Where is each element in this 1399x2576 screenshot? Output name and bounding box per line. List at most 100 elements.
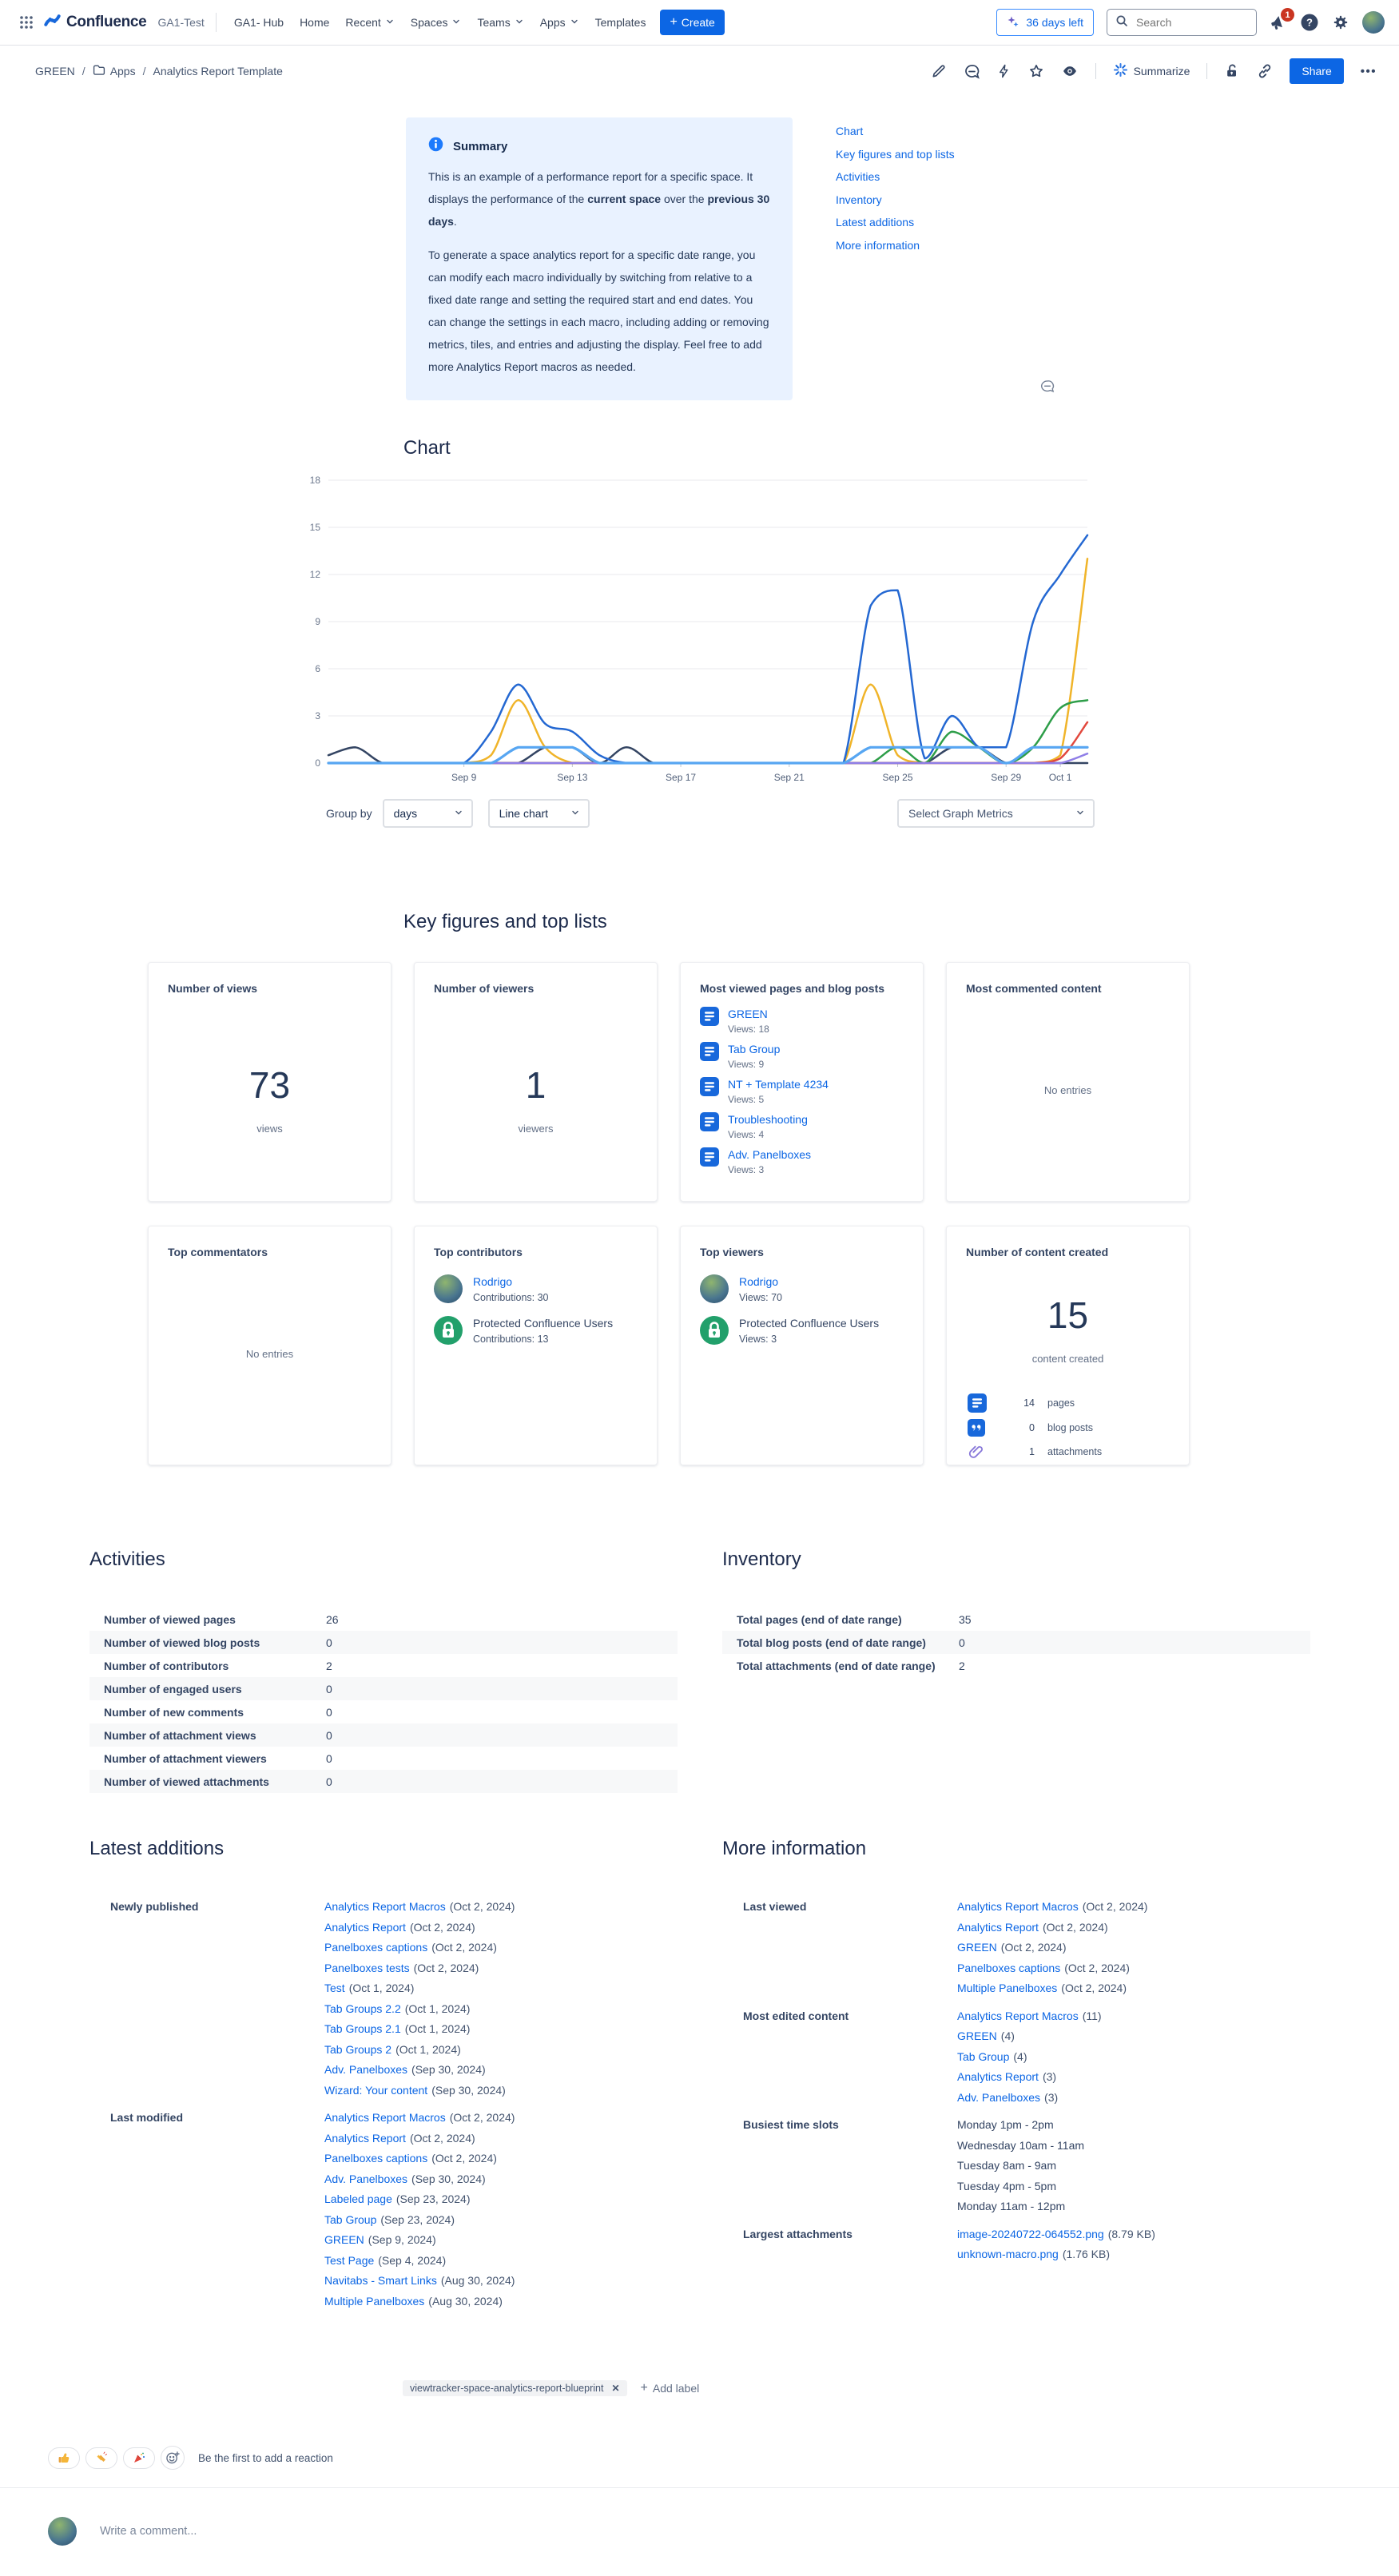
search-input[interactable] bbox=[1135, 15, 1248, 30]
views-count-label: Views: 18 bbox=[728, 1024, 769, 1035]
content-link[interactable]: Adv. Panelboxes bbox=[324, 2172, 408, 2185]
edit-pencil-icon[interactable] bbox=[931, 63, 947, 79]
watch-eye-icon[interactable] bbox=[1061, 63, 1079, 79]
add-label-button[interactable]: + Add label bbox=[641, 2381, 700, 2395]
content-link[interactable]: Troubleshooting bbox=[728, 1113, 808, 1126]
content-link[interactable]: Tab Group bbox=[324, 2212, 377, 2226]
breadcrumb-item[interactable]: GREEN bbox=[35, 65, 75, 78]
label-chip-text: viewtracker-space-analytics-report-bluep… bbox=[410, 2383, 604, 2394]
content-link[interactable]: image-20240722-064552.png bbox=[957, 2227, 1104, 2240]
content-link[interactable]: Tab Group bbox=[957, 2049, 1010, 2063]
most-viewed-item: Adv. Panelboxes Views: 3 bbox=[700, 1147, 904, 1175]
comment-input[interactable] bbox=[98, 2524, 658, 2538]
toc-link-chart[interactable]: Chart bbox=[836, 125, 864, 137]
chart-type-select[interactable]: Line chart bbox=[487, 799, 590, 828]
content-link[interactable]: Panelboxes captions bbox=[324, 1941, 428, 1954]
app-switcher-icon[interactable] bbox=[14, 10, 38, 34]
party-reaction-button[interactable] bbox=[123, 2447, 155, 2469]
summarize-button[interactable]: Summarize bbox=[1113, 62, 1190, 80]
share-button[interactable]: Share bbox=[1290, 58, 1344, 84]
content-link[interactable]: Analytics Report bbox=[957, 1920, 1039, 1934]
inline-comment-icon[interactable] bbox=[1039, 379, 1055, 399]
content-link[interactable]: GREEN bbox=[957, 1941, 997, 1954]
content-link[interactable]: Analytics Report bbox=[324, 2131, 406, 2145]
content-link[interactable]: Adv. Panelboxes bbox=[728, 1148, 812, 1161]
label-chip[interactable]: viewtracker-space-analytics-report-bluep… bbox=[403, 2380, 627, 2396]
comment-icon[interactable] bbox=[964, 63, 980, 80]
content-link[interactable]: Analytics Report bbox=[324, 1920, 406, 1934]
breadcrumb-item: Analytics Report Template bbox=[153, 65, 283, 78]
search-box[interactable] bbox=[1107, 9, 1257, 36]
create-button[interactable]: + Create bbox=[660, 10, 725, 35]
content-link[interactable]: Tab Group bbox=[728, 1043, 781, 1055]
inventory-table: Total pages (end of date range) 35 Total b… bbox=[722, 1608, 1310, 1677]
content-link[interactable]: Analytics Report Macros bbox=[957, 1900, 1079, 1913]
content-link[interactable]: Wizard: Your content bbox=[324, 2083, 428, 2097]
nav-item-teams[interactable]: Teams bbox=[469, 10, 531, 35]
content-link[interactable]: Tab Groups 2 bbox=[324, 2042, 392, 2056]
clap-reaction-button[interactable] bbox=[85, 2447, 117, 2469]
content-link[interactable]: Panelboxes captions bbox=[957, 1961, 1061, 1974]
content-link[interactable]: GREEN bbox=[957, 2029, 997, 2042]
nav-item-ga1-hub[interactable]: GA1- Hub bbox=[226, 10, 292, 35]
user-avatar[interactable] bbox=[1362, 11, 1385, 34]
notifications-icon[interactable]: 1 bbox=[1270, 8, 1294, 31]
card-title: Number of views bbox=[168, 982, 258, 995]
content-link[interactable]: Panelboxes tests bbox=[324, 1961, 410, 1974]
svg-text:Sep 29: Sep 29 bbox=[991, 772, 1021, 783]
help-icon[interactable]: ? bbox=[1300, 13, 1319, 32]
confluence-logo[interactable]: Confluence bbox=[43, 11, 147, 34]
person-name[interactable]: Rodrigo bbox=[739, 1275, 779, 1288]
remove-label-icon[interactable]: ✕ bbox=[611, 2383, 620, 2394]
toc-link-activities[interactable]: Activities bbox=[836, 170, 880, 183]
content-link[interactable]: Analytics Report bbox=[957, 2070, 1039, 2083]
content-link[interactable]: Analytics Report Macros bbox=[957, 2009, 1079, 2022]
more-actions-icon[interactable]: ••• bbox=[1360, 64, 1377, 78]
thumbs-up-reaction-button[interactable] bbox=[48, 2447, 80, 2469]
list-item: Panelboxes captions (Oct 2, 2024) bbox=[957, 1958, 1147, 1979]
content-link[interactable]: Analytics Report Macros bbox=[324, 2111, 446, 2124]
toc-link-more-information[interactable]: More information bbox=[836, 238, 920, 252]
content-link[interactable]: Analytics Report Macros bbox=[324, 1900, 446, 1913]
content-link[interactable]: GREEN bbox=[728, 1008, 768, 1020]
breadcrumb-item[interactable]: Apps bbox=[93, 64, 136, 78]
content-link[interactable]: unknown-macro.png bbox=[957, 2248, 1059, 2260]
content-link[interactable]: Panelboxes captions bbox=[324, 2152, 428, 2165]
lightning-icon[interactable] bbox=[997, 63, 1011, 79]
time-slot-text: Monday 11am - 12pm bbox=[957, 2200, 1066, 2212]
star-icon[interactable] bbox=[1028, 63, 1044, 79]
person-stat: Contributions: 13 bbox=[473, 1334, 549, 1345]
trial-days-button[interactable]: 36 days left bbox=[996, 9, 1094, 36]
content-link[interactable]: Adv. Panelboxes bbox=[324, 2063, 408, 2076]
content-link[interactable]: Labeled page bbox=[324, 2192, 392, 2205]
toc-link-inventory[interactable]: Inventory bbox=[836, 193, 882, 206]
graph-metrics-select[interactable]: Select Graph Metrics bbox=[897, 799, 1095, 828]
group-by-select[interactable]: days bbox=[382, 799, 473, 828]
nav-item-recent[interactable]: Recent bbox=[337, 10, 402, 35]
nav-item-templates[interactable]: Templates bbox=[587, 10, 654, 35]
content-link[interactable]: Navitabs - Smart Links bbox=[324, 2274, 437, 2287]
toc-link-key-figures-and-top-lists[interactable]: Key figures and top lists bbox=[836, 147, 955, 161]
content-link[interactable]: Multiple Panelboxes bbox=[957, 1982, 1058, 1994]
content-link[interactable]: GREEN bbox=[324, 2233, 364, 2246]
table-row: Number of attachment views 0 bbox=[89, 1723, 678, 1747]
content-link[interactable]: Test Page bbox=[324, 2253, 375, 2267]
content-link[interactable]: Multiple Panelboxes bbox=[324, 2294, 425, 2308]
settings-gear-icon[interactable] bbox=[1332, 14, 1349, 31]
nav-item-apps[interactable]: Apps bbox=[532, 10, 587, 35]
nav-item-spaces[interactable]: Spaces bbox=[403, 10, 470, 35]
content-link[interactable]: Adv. Panelboxes bbox=[957, 2090, 1041, 2104]
person-name[interactable]: Rodrigo bbox=[473, 1275, 513, 1288]
toc-link-latest-additions[interactable]: Latest additions bbox=[836, 216, 915, 229]
list-item: Tab Groups 2.2 (Oct 1, 2024) bbox=[324, 1999, 515, 2020]
unlock-icon[interactable] bbox=[1224, 63, 1240, 79]
nav-item-home[interactable]: Home bbox=[292, 10, 337, 35]
copy-link-icon[interactable] bbox=[1257, 63, 1273, 79]
content-link[interactable]: Tab Groups 2.2 bbox=[324, 2002, 401, 2015]
item-suffix: (1.76 KB) bbox=[1062, 2248, 1110, 2260]
content-link[interactable]: NT + Template 4234 bbox=[728, 1078, 829, 1091]
content-link[interactable]: Test bbox=[324, 1982, 345, 1994]
add-reaction-button[interactable] bbox=[161, 2446, 185, 2470]
list-item: Analytics Report Macros (Oct 2, 2024) bbox=[957, 1897, 1147, 1918]
content-link[interactable]: Tab Groups 2.1 bbox=[324, 2022, 401, 2035]
